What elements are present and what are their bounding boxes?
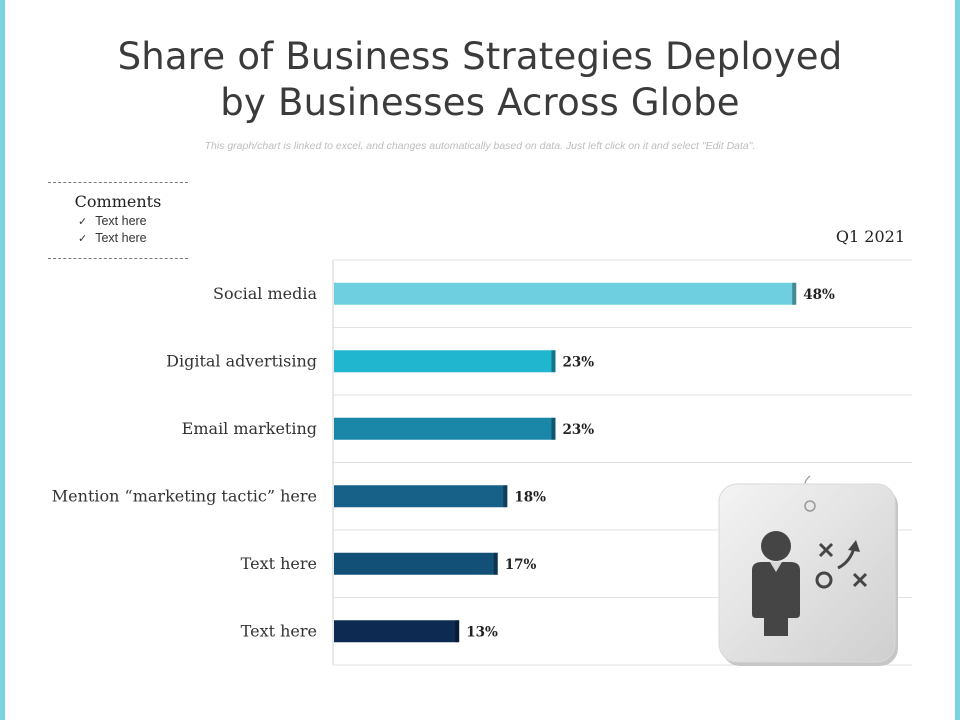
comments-divider-top bbox=[48, 182, 188, 183]
bar bbox=[334, 620, 460, 643]
data-label: 23% bbox=[562, 354, 594, 370]
comments-box: Comments ✓ Text here ✓ Text here bbox=[48, 182, 188, 259]
title-line-2: by Businesses Across Globe bbox=[220, 81, 740, 124]
bar-edge-shadow bbox=[455, 620, 460, 643]
comment-item: ✓ Text here bbox=[78, 231, 147, 245]
bar bbox=[334, 552, 498, 575]
bar-edge-shadow bbox=[551, 350, 556, 373]
frame-left-border bbox=[0, 0, 5, 720]
comments-divider-bottom bbox=[48, 258, 188, 259]
comment-item: ✓ Text here bbox=[78, 214, 147, 228]
data-label: 18% bbox=[514, 489, 546, 505]
data-label: 17% bbox=[505, 557, 537, 573]
bar bbox=[334, 282, 797, 305]
data-label: 23% bbox=[562, 422, 594, 438]
bar bbox=[334, 485, 508, 508]
comment-text: Text here bbox=[95, 214, 147, 228]
checkmark-icon: ✓ bbox=[78, 216, 88, 228]
category-label: Mention “marketing tactic” here bbox=[52, 486, 317, 505]
category-label: Social media bbox=[213, 284, 317, 303]
bar-edge-shadow bbox=[792, 282, 797, 305]
comments-title: Comments bbox=[74, 192, 162, 211]
data-label: 13% bbox=[466, 624, 498, 640]
frame-right-border bbox=[955, 0, 960, 720]
category-label: Text here bbox=[241, 621, 317, 640]
category-label: Email marketing bbox=[182, 419, 317, 438]
data-label: 48% bbox=[803, 287, 835, 303]
chart-title: Share of Business Strategies Deployed by… bbox=[60, 34, 900, 126]
title-line-1: Share of Business Strategies Deployed bbox=[117, 35, 843, 78]
category-label: Text here bbox=[241, 554, 317, 573]
bar-edge-shadow bbox=[503, 485, 508, 508]
bar bbox=[334, 417, 556, 440]
bar-edge-shadow bbox=[493, 552, 498, 575]
bar-edge-shadow bbox=[551, 417, 556, 440]
legend-series-label: Q1 2021 bbox=[835, 227, 905, 246]
chart-subtitle: This graph/chart is linked to excel, and… bbox=[204, 140, 756, 152]
strategy-person-icon bbox=[718, 475, 898, 666]
category-label: Digital advertising bbox=[166, 351, 317, 370]
bar bbox=[334, 350, 556, 373]
comment-text: Text here bbox=[95, 231, 147, 245]
checkmark-icon: ✓ bbox=[78, 233, 88, 245]
